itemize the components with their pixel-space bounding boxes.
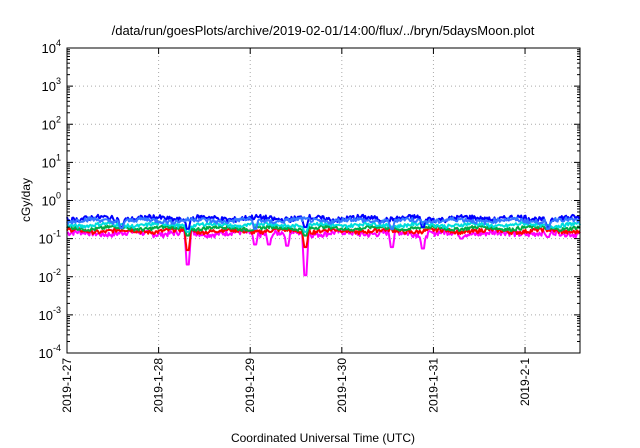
grid: [67, 48, 580, 353]
series-line: [66, 220, 581, 233]
y-tick-label: 101: [42, 152, 61, 170]
x-tick-label: 2019-1-29: [243, 358, 257, 413]
x-tick-label: 2019-2-1: [518, 358, 532, 406]
x-axis: 2019-1-27 2019-1-28 2019-1-29 2019-1-30 2019…: [60, 48, 532, 413]
series-group: [66, 213, 581, 277]
x-axis-label: Coordinated Universal Time (UTC): [231, 431, 415, 445]
y-tick-label: 10-3: [39, 305, 61, 323]
y-tick-label: 10-1: [39, 229, 61, 247]
series-line: [66, 216, 581, 230]
y-tick-label: 10-2: [39, 267, 61, 285]
x-tick-label: 2019-1-31: [426, 358, 440, 413]
series-line: [66, 228, 581, 277]
y-tick-label: 100: [42, 191, 61, 209]
y-axis-label: cGy/day: [19, 178, 33, 222]
y-tick-label: 102: [42, 114, 61, 132]
chart-title: /data/run/goesPlots/archive/2019-02-01/1…: [112, 23, 535, 38]
y-axis: 10-4 10-3 10-2 10-1 100 101 102 103 104: [39, 38, 580, 361]
series-line: [66, 224, 581, 237]
x-tick-label: 2019-1-27: [60, 358, 74, 413]
y-tick-label: 104: [42, 38, 61, 56]
x-tick-label: 2019-1-28: [152, 358, 166, 413]
y-tick-label: 10-4: [39, 343, 61, 361]
x-tick-label: 2019-1-30: [335, 358, 349, 413]
y-tick-label: 103: [42, 76, 61, 94]
